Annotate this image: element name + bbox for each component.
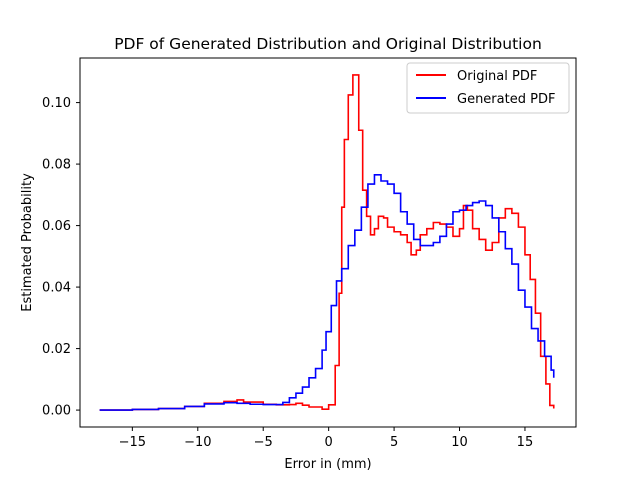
x-axis-label: Error in (mm): [284, 457, 371, 472]
y-axis-ticks: 0.00 0.02 0.04 0.06 0.08 0.10: [42, 96, 80, 419]
generated-pdf-series-line: [99, 174, 555, 411]
y-axis-label: Estimated Probability: [20, 173, 35, 312]
x-tick-label: 5: [390, 435, 398, 450]
y-tick-label: 0.02: [42, 342, 71, 357]
x-tick-label: 0: [325, 435, 333, 450]
y-tick-label: 0.00: [42, 404, 71, 419]
legend-generated-label: Generated PDF: [457, 92, 555, 107]
axes-frame: [79, 57, 577, 428]
y-tick-label: 0.06: [42, 219, 71, 234]
y-tick-label: 0.08: [42, 158, 71, 173]
x-tick-label: −15: [119, 435, 146, 450]
series-layer: [99, 74, 555, 411]
x-tick-label: 15: [517, 435, 534, 450]
chart-title: PDF of Generated Distribution and Origin…: [114, 35, 542, 53]
plot-area: [79, 57, 577, 428]
legend-original-label: Original PDF: [457, 69, 537, 84]
x-tick-label: −10: [184, 435, 211, 450]
x-tick-label: −5: [254, 435, 273, 450]
legend: Original PDF Generated PDF: [406, 62, 570, 114]
x-axis-ticks: −15 −10 −5 0 5 10 15: [119, 427, 534, 450]
legend-frame: [406, 62, 570, 114]
x-tick-label: 10: [451, 435, 468, 450]
y-tick-label: 0.04: [42, 281, 71, 296]
y-tick-label: 0.10: [42, 96, 71, 111]
original-pdf-series-line: [99, 74, 555, 411]
